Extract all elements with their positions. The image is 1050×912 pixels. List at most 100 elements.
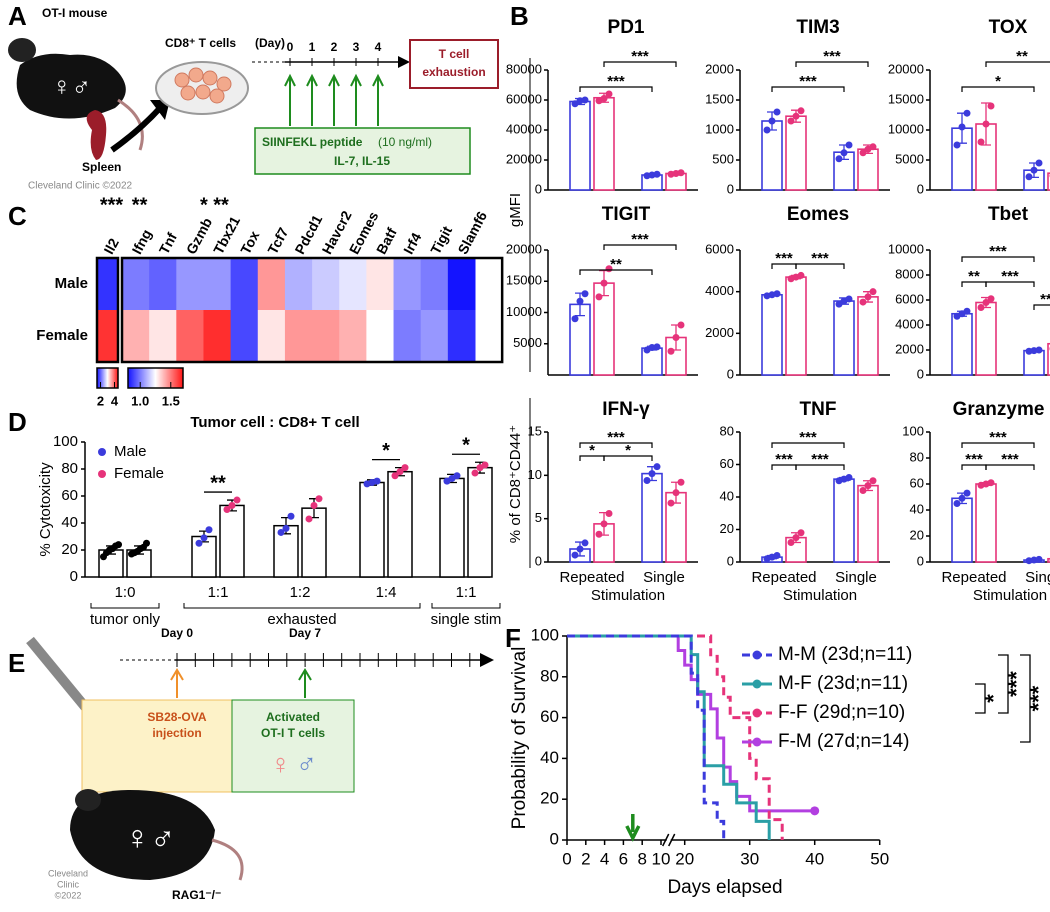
bar: [1023, 349, 1045, 376]
bar: [857, 484, 879, 563]
heatmap-cell: [149, 258, 177, 310]
data-point: [677, 169, 685, 177]
legend-label: F-F (29d;n=10): [778, 702, 905, 723]
x-axis-label: Stimulation: [591, 587, 665, 604]
significance-label: ***: [1001, 268, 1019, 285]
colorbar: [127, 367, 184, 389]
significance-label: *: [382, 440, 390, 462]
y-tick-label: 100: [902, 423, 924, 438]
significance-bracket: [961, 442, 1035, 448]
legend-marker: [752, 737, 762, 747]
colorbar-tick-label: 1.0: [131, 393, 149, 408]
data-point: [305, 515, 313, 523]
significance-bracket: [795, 61, 869, 67]
significance-label: ***: [799, 429, 817, 446]
heatmap-cell: [122, 258, 150, 310]
bar: [593, 96, 615, 191]
data-point: [282, 524, 290, 532]
significance-label: ***: [799, 73, 817, 90]
heatmap-cell: [284, 310, 313, 362]
x-axis-label: Stimulation: [973, 587, 1047, 604]
mouse-tail: [211, 838, 244, 881]
data-point: [595, 293, 603, 301]
bar: [975, 301, 997, 376]
data-point: [233, 496, 241, 504]
significance-label: ***: [989, 243, 1007, 260]
data-point: [600, 279, 608, 287]
injection: SB28-OVA: [147, 710, 206, 724]
data-point: [977, 304, 985, 311]
heatmap-border: [120, 256, 504, 364]
data-point: [195, 539, 203, 547]
heatmap-border: [95, 256, 120, 364]
data-point: [1030, 166, 1038, 174]
survival-curve: [567, 634, 784, 840]
panel-label: C: [8, 201, 27, 231]
y-axis-label: Probability of Survival: [509, 647, 530, 830]
significance-bracket: [985, 281, 1035, 287]
legend-marker: [752, 650, 762, 660]
x-tick-label: Repeated: [751, 569, 816, 586]
significance-label: ***: [775, 250, 793, 267]
data-point: [605, 90, 613, 98]
significance-bracket: [1020, 654, 1031, 743]
data-point: [845, 295, 853, 303]
y-tick-label: 100: [531, 625, 559, 644]
data-point: [792, 112, 800, 120]
y-tick-label: 0: [917, 553, 924, 568]
cytokines: IL-7, IL-15: [334, 154, 390, 168]
significance-bracket: [579, 269, 653, 275]
y-tick-label: 5000: [895, 151, 924, 166]
significance-bracket: [603, 61, 677, 67]
y-tick-label: 0: [917, 366, 924, 381]
day-number: 2: [331, 40, 338, 54]
significance-label: *: [625, 442, 631, 459]
arrow: [284, 73, 296, 126]
significance-label: ***: [631, 48, 649, 65]
survival-curve: [567, 634, 771, 840]
bar: [833, 300, 855, 376]
heatmap-cell: [176, 310, 204, 362]
data-point: [115, 541, 122, 549]
data-point: [787, 117, 795, 125]
heatmap-cell: [257, 258, 286, 310]
y-tick-label: 80: [910, 449, 924, 464]
credit: Cleveland Clinic ©2022: [28, 181, 133, 192]
heatmap-cell: [203, 258, 232, 310]
data-point: [773, 290, 781, 298]
data-point: [763, 126, 771, 134]
row-label: Female: [36, 327, 88, 344]
data-point: [581, 290, 589, 298]
panel-label: A: [8, 1, 27, 31]
outcome-box: [409, 39, 499, 89]
data-point: [600, 520, 608, 528]
survival-curve: [567, 634, 726, 840]
data-point: [287, 512, 295, 520]
significance-bracket: [603, 455, 653, 461]
data-point: [1035, 555, 1043, 563]
data-point: [768, 117, 776, 125]
x-tick-label: 40: [805, 849, 824, 868]
timeline-head: [398, 56, 410, 68]
panel-label: B: [510, 1, 529, 31]
bar: [951, 312, 973, 376]
y-tick-label: 80: [61, 460, 78, 477]
y-tick-label: 60: [61, 487, 78, 504]
heatmap-cell: [312, 258, 340, 310]
y-tick-label: 40: [61, 514, 78, 531]
data-point: [205, 526, 213, 534]
significance-label: ***: [607, 73, 625, 90]
group-label: single stim: [431, 611, 502, 628]
x-tick-label: 1:4: [376, 584, 397, 601]
heatmap-cell: [203, 310, 232, 362]
data-point: [835, 155, 843, 163]
data-point: [653, 343, 661, 351]
significance-label: ***: [823, 48, 841, 65]
censor-marker: [810, 806, 820, 816]
y-tick-label: 15000: [506, 273, 542, 288]
y-axis-label: % of CD8⁺CD44⁺: [507, 425, 524, 543]
y-tick-label: 1500: [705, 91, 734, 106]
day-ticks: [176, 653, 471, 667]
significance-label: **: [1040, 291, 1050, 308]
data-point: [869, 288, 877, 296]
